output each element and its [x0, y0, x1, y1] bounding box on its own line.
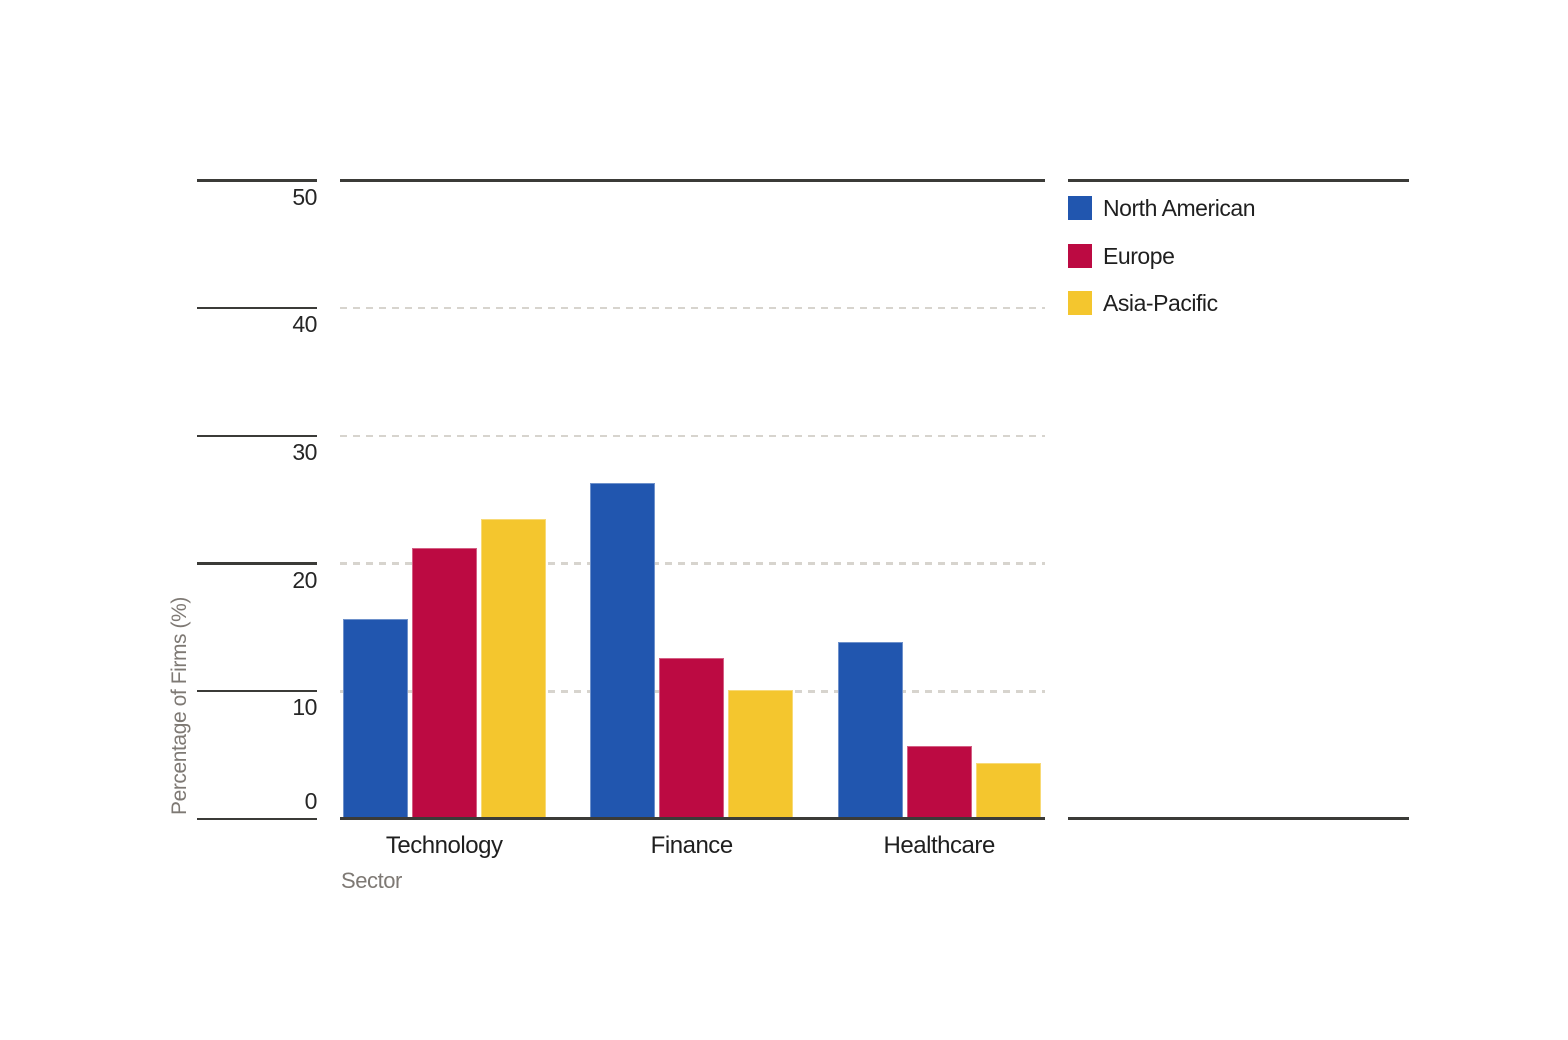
bar-north-american-finance — [590, 483, 656, 819]
legend-swatch-europe — [1068, 243, 1092, 268]
plot-top-border — [340, 179, 1045, 182]
gridline-30 — [340, 434, 1045, 438]
x-category-label-healthcare: Healthcare — [883, 832, 996, 859]
y-tick-line-0 — [197, 817, 317, 821]
legend-label-north-american: North American — [1103, 195, 1256, 221]
bar-asia-pacific-technology — [480, 518, 546, 819]
y-tick-line-10 — [197, 690, 317, 693]
bar-asia-pacific-healthcare — [975, 762, 1041, 819]
legend-swatch-north-american — [1068, 196, 1092, 220]
y-tick-label-50: 50 — [292, 183, 317, 210]
y-tick-label-0: 0 — [304, 788, 318, 814]
y-tick-line-30 — [197, 434, 317, 438]
bar-europe-healthcare — [906, 746, 972, 819]
bar-north-american-technology — [342, 618, 408, 819]
y-tick-label-30: 30 — [292, 438, 317, 465]
legend-bottom-border — [1068, 817, 1409, 820]
y-tick-line-50 — [197, 179, 317, 182]
bar-asia-pacific-finance — [728, 690, 794, 819]
plot-area — [340, 180, 1045, 819]
legend-top-border — [1068, 179, 1409, 182]
y-tick-label-40: 40 — [292, 311, 317, 338]
bar-europe-technology — [411, 548, 477, 819]
legend-swatch-asia-pacific — [1068, 291, 1092, 315]
legend-item-north-american: North American — [1068, 195, 1256, 221]
legend-item-europe: Europe — [1068, 242, 1175, 269]
legend-item-asia-pacific: Asia-Pacific — [1068, 291, 1218, 315]
legend-label-europe: Europe — [1103, 242, 1175, 269]
gridline-20 — [340, 562, 1045, 565]
y-axis-title: Percentage of Firms (%) — [168, 597, 191, 815]
x-category-label-technology: Technology — [385, 832, 503, 859]
y-tick-line-20 — [197, 562, 317, 565]
x-axis-baseline — [340, 817, 1045, 820]
bar-europe-finance — [659, 658, 725, 819]
gridline-40 — [340, 306, 1045, 310]
y-tick-label-20: 20 — [292, 566, 317, 593]
legend-label-asia-pacific: Asia-Pacific — [1103, 290, 1218, 316]
bar-north-american-healthcare — [837, 641, 903, 819]
x-axis-title: Sector — [341, 868, 402, 893]
x-category-label-finance: Finance — [650, 832, 734, 859]
y-tick-label-10: 10 — [292, 694, 317, 721]
y-tick-line-40 — [197, 307, 317, 310]
